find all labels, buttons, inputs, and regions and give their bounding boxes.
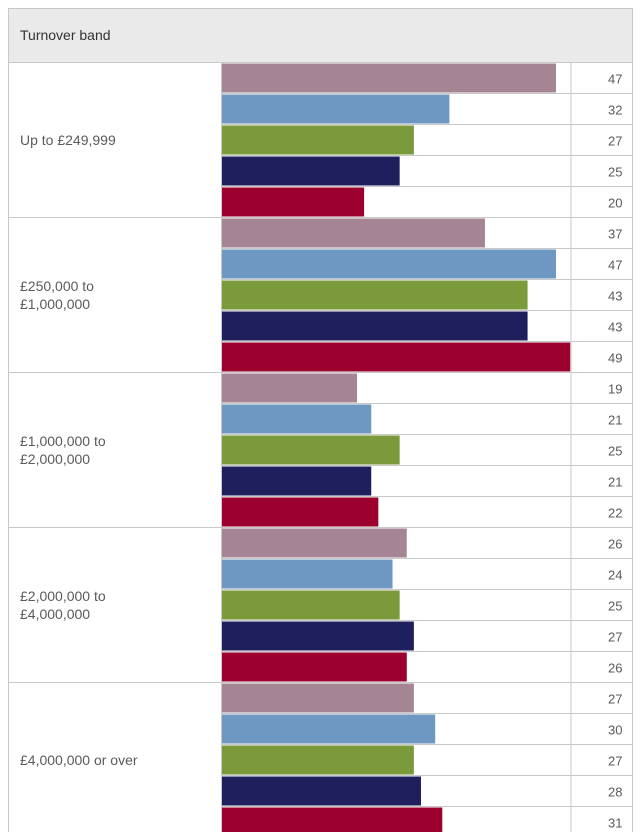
bar	[222, 652, 407, 682]
value-label: 31	[608, 816, 622, 831]
value-label: 26	[608, 661, 622, 676]
bar	[222, 435, 400, 465]
value-label: 25	[608, 444, 622, 459]
bar	[222, 94, 450, 124]
value-label: 19	[608, 382, 622, 397]
header-background	[8, 8, 633, 63]
category-label: Up to £249,999	[20, 132, 116, 148]
table-grid	[8, 62, 633, 832]
bar	[222, 373, 358, 403]
category-label: £2,000,000 to £4,000,000	[20, 588, 106, 622]
value-label: 20	[608, 196, 622, 211]
bar	[222, 497, 379, 527]
value-label: 27	[608, 134, 622, 149]
category-label: £250,000 to £1,000,000	[20, 278, 94, 312]
category-label: £1,000,000 to £2,000,000	[20, 433, 106, 467]
value-label: 21	[608, 475, 622, 490]
bar	[222, 590, 400, 620]
value-label: 43	[608, 289, 622, 304]
bar	[222, 745, 414, 775]
value-label: 24	[608, 568, 622, 583]
value-label: 22	[608, 506, 622, 521]
value-label: 28	[608, 785, 622, 800]
bar	[222, 311, 528, 341]
value-label: 37	[608, 227, 622, 242]
value-label: 27	[608, 692, 622, 707]
bar	[222, 63, 556, 93]
value-label: 27	[608, 754, 622, 769]
bars-group	[222, 63, 571, 832]
value-label: 30	[608, 723, 622, 738]
value-label: 47	[608, 258, 622, 273]
value-label: 27	[608, 630, 622, 645]
value-label: 47	[608, 72, 622, 87]
bar	[222, 621, 414, 651]
value-label: 26	[608, 537, 622, 552]
bar	[222, 280, 528, 310]
bar	[222, 125, 414, 155]
value-label: 49	[608, 351, 622, 366]
value-label: 43	[608, 320, 622, 335]
value-label: 21	[608, 413, 622, 428]
bar	[222, 187, 365, 217]
category-label: £4,000,000 or over	[20, 752, 138, 768]
value-label: 32	[608, 103, 622, 118]
bar	[222, 683, 414, 713]
table-frame	[8, 62, 633, 832]
bar	[222, 776, 421, 806]
bar	[222, 342, 571, 372]
value-label: 25	[608, 599, 622, 614]
header-label: Turnover band	[20, 27, 111, 43]
bar	[222, 156, 400, 186]
labels-group: Up to £249,999 47 32 27 25 20 £250,000 to £1,00…	[20, 72, 623, 831]
value-label: 25	[608, 165, 622, 180]
bar	[222, 528, 407, 558]
bar	[222, 559, 393, 589]
bar	[222, 249, 556, 279]
bar	[222, 807, 443, 832]
bar	[222, 714, 436, 744]
bar	[222, 218, 485, 248]
bar	[222, 404, 372, 434]
bar	[222, 466, 372, 496]
